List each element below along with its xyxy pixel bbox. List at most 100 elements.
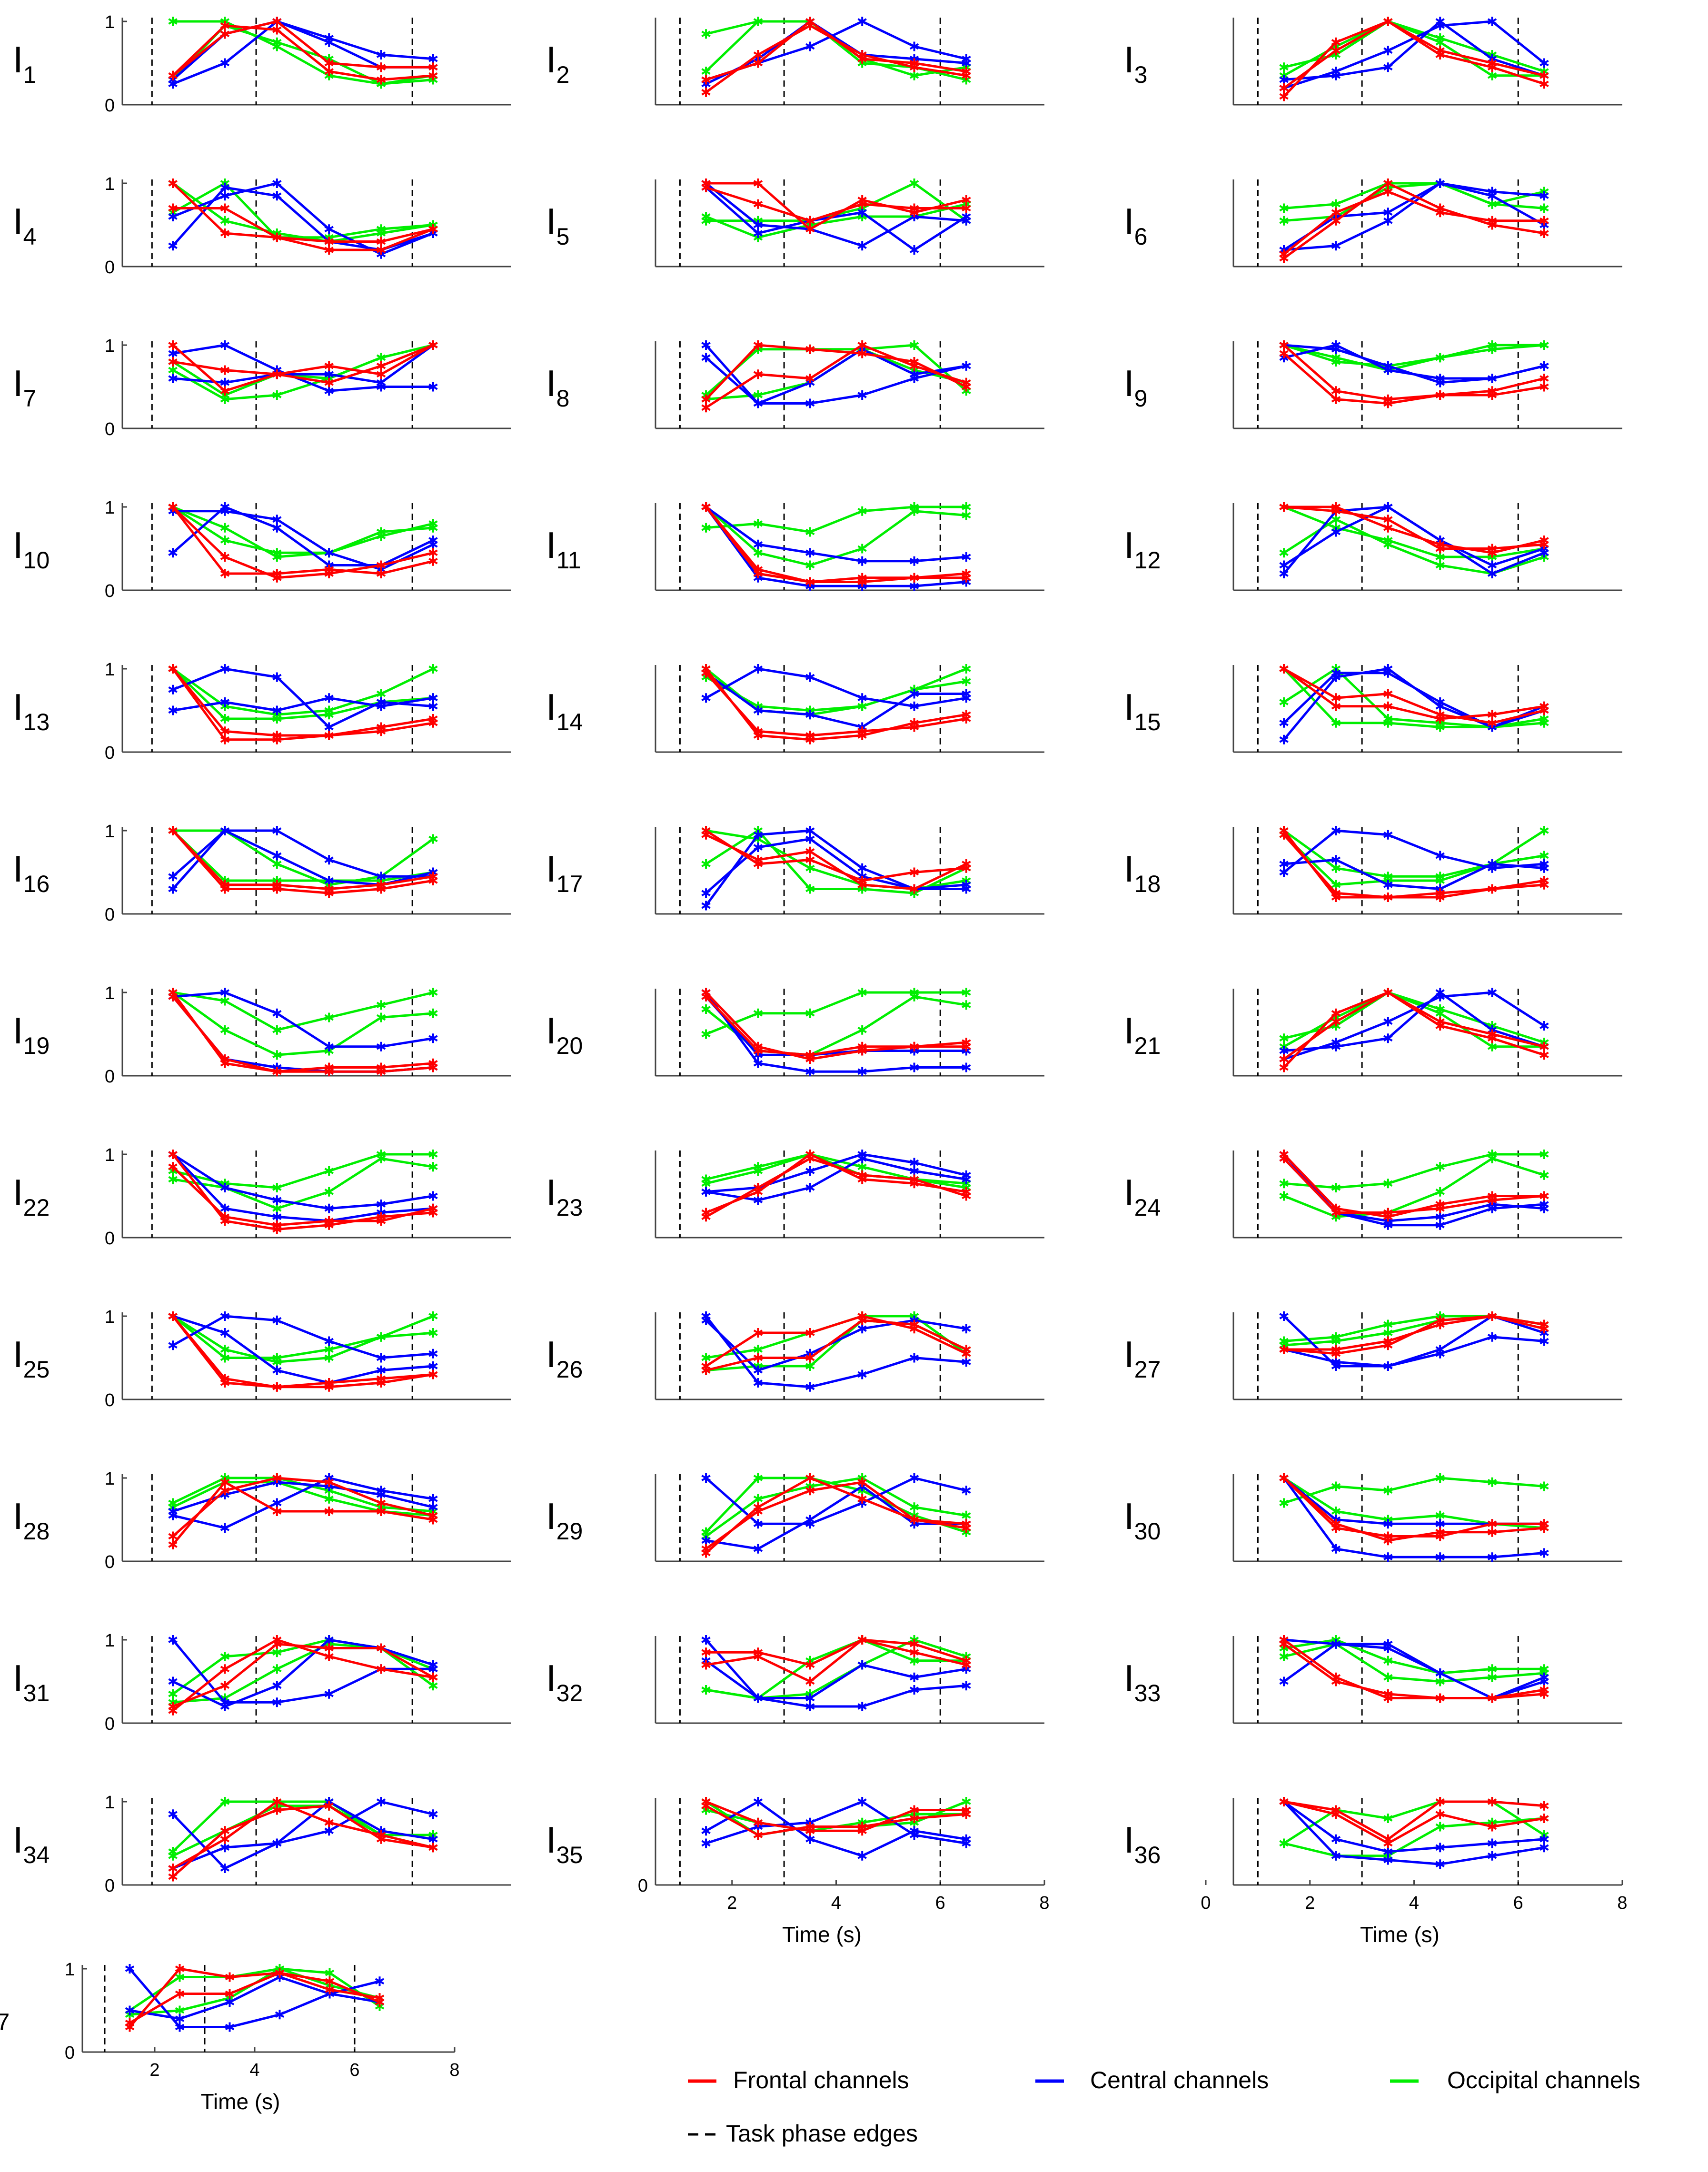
- central-point: [701, 693, 711, 703]
- x-axis-label: Time (s): [201, 2089, 280, 2114]
- frontal-point: [376, 75, 386, 85]
- occipital-point: [1331, 199, 1341, 209]
- occipital-point: [857, 544, 867, 554]
- central-point: [909, 556, 919, 566]
- panel-I8: I8: [546, 340, 1044, 429]
- occipital-point: [376, 1000, 386, 1010]
- frontal-series-line-1: [1284, 506, 1545, 554]
- frontal-series-line-1: [706, 182, 967, 230]
- frontal-point: [857, 54, 867, 64]
- occipital-point: [701, 67, 711, 76]
- panel-I21: I21: [1124, 988, 1622, 1077]
- frontal-point: [1435, 544, 1445, 554]
- central-point: [1539, 1843, 1549, 1853]
- central-point: [701, 353, 711, 363]
- central-point: [1383, 216, 1393, 226]
- x-tick-label: 2: [149, 2060, 159, 2080]
- occipital-series-line-1: [705, 991, 966, 1035]
- central-point: [1539, 1548, 1549, 1558]
- central-series-line-2: [705, 1485, 966, 1550]
- frontal-point: [1539, 880, 1549, 890]
- frontal-series-line-1: [705, 668, 967, 741]
- central-point: [272, 523, 282, 533]
- frontal-point: [805, 224, 815, 234]
- central-point: [857, 556, 867, 566]
- frontal-series-line-1: [172, 182, 434, 251]
- central-series-line-1: [172, 1639, 433, 1704]
- occipital-series-line-2: [705, 1153, 967, 1185]
- central-series-line-2: [172, 182, 434, 256]
- panel-I19: 0 1 I19: [13, 983, 511, 1087]
- frontal-point: [701, 1801, 711, 1811]
- occipital-point: [1383, 1814, 1393, 1823]
- frontal-point: [701, 1544, 711, 1554]
- frontal-point: [220, 1054, 230, 1064]
- frontal-point: [805, 1822, 815, 1832]
- frontal-point: [168, 203, 178, 213]
- panel-label: I20: [546, 1010, 583, 1059]
- frontal-series-line-1: [172, 344, 434, 392]
- central-point: [753, 664, 763, 674]
- central-point: [1383, 1220, 1393, 1230]
- central-point: [1331, 1357, 1341, 1367]
- central-point: [428, 1660, 438, 1670]
- central-point: [1279, 569, 1289, 578]
- central-point: [220, 182, 230, 192]
- central-point: [428, 1809, 438, 1819]
- frontal-point: [1539, 1801, 1549, 1811]
- frontal-point: [168, 502, 178, 512]
- central-series-line-2: [172, 996, 434, 1073]
- occipital-point: [428, 1150, 438, 1159]
- central-point: [220, 1864, 230, 1873]
- panel-label: I10: [13, 524, 50, 574]
- x-tick-label: 8: [449, 2060, 459, 2080]
- y-tick-label: 0: [105, 419, 115, 439]
- frontal-point: [175, 1989, 185, 1999]
- central-point: [375, 1976, 385, 1986]
- central-point: [1383, 830, 1393, 840]
- central-point: [805, 1702, 815, 1711]
- occipital-point: [324, 1187, 334, 1197]
- panel-I22: 0 1 I22: [13, 1145, 511, 1249]
- central-point: [1435, 1552, 1445, 1562]
- central-series-line-1: [705, 992, 966, 1073]
- frontal-point: [805, 731, 815, 740]
- central-point: [220, 191, 230, 201]
- central-series-line-2: [705, 1157, 967, 1201]
- panel-I3: I3: [1124, 17, 1622, 106]
- central-point: [962, 1357, 971, 1367]
- occipital-series-line-1: [1283, 182, 1545, 209]
- central-point: [428, 1361, 438, 1371]
- frontal-point: [220, 726, 230, 736]
- occipital-series-line-1: [1283, 829, 1545, 878]
- central-point: [324, 1336, 334, 1346]
- occipital-series-line-2: [1283, 1643, 1545, 1683]
- central-point: [1435, 851, 1445, 861]
- frontal-point: [701, 992, 711, 1002]
- frontal-series-line-2: [705, 1805, 967, 1836]
- central-point: [962, 884, 971, 894]
- panel-I12: I12: [1124, 502, 1622, 591]
- frontal-series-line-2: [1283, 1158, 1545, 1214]
- frontal-series-line-2: [172, 344, 434, 384]
- occipital-point: [1383, 718, 1393, 728]
- central-point: [168, 1507, 178, 1516]
- central-point: [220, 58, 230, 68]
- panel-label: I28: [13, 1495, 50, 1545]
- frontal-point: [220, 1834, 230, 1844]
- occipital-point: [1435, 1004, 1445, 1014]
- frontal-point: [168, 664, 178, 674]
- frontal-series-line-1: [1283, 1800, 1545, 1841]
- frontal-point: [428, 556, 438, 566]
- central-point: [1487, 1552, 1497, 1562]
- central-series-line-1: [172, 20, 434, 85]
- occipital-point: [168, 1851, 178, 1861]
- central-point: [428, 54, 438, 64]
- central-point: [962, 1681, 971, 1691]
- panel-label: I2: [546, 39, 569, 88]
- occipital-point: [753, 390, 763, 400]
- central-series-line-1: [172, 1477, 434, 1529]
- central-point: [1487, 560, 1497, 570]
- occipital-point: [805, 1361, 815, 1371]
- frontal-point: [857, 880, 867, 890]
